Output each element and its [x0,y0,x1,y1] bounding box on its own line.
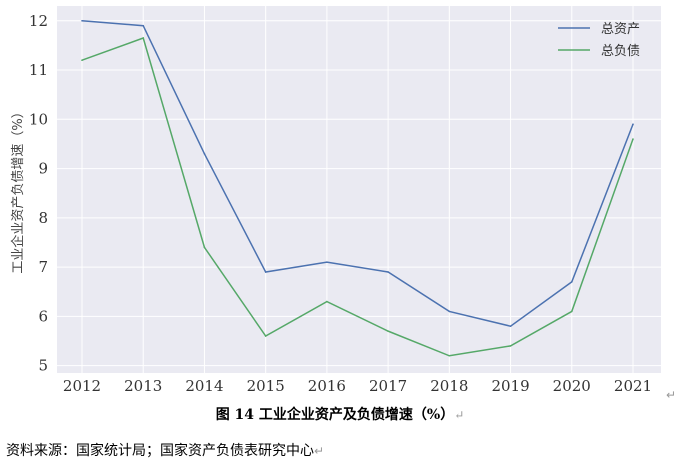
y-tick-label: 9 [38,160,48,178]
data-point [142,24,145,27]
data-point [203,246,206,249]
x-tick-label: 2021 [614,377,652,395]
x-tick-labels: 2012 2013 2014 2015 2016 2017 2018 2019 2020 2021 [63,377,652,395]
paragraph-mark: ↵ [454,408,465,422]
data-point [570,310,573,313]
data-point [448,310,451,313]
data-point [81,59,83,61]
series-lines [81,19,634,357]
y-tick-label: 6 [38,307,48,325]
data-point [142,37,145,39]
data-point [387,330,389,332]
y-tick-label: 5 [38,357,48,375]
legend-label: 总负债 [601,44,640,59]
x-tick-label: 2013 [124,377,162,395]
paragraph-mark: ↵ [666,388,677,402]
data-point [632,138,634,140]
x-tick-label: 2012 [63,377,101,395]
y-tick-labels: 5 6 7 8 9 10 11 12 [29,12,48,375]
y-tick-label: 12 [29,12,48,30]
data-point [326,300,328,303]
x-tick-label: 2020 [553,377,591,395]
series-line-1 [81,20,634,328]
source-note: 资料来源：国家统计局；国家资产负债表研究中心↵ [6,440,324,460]
plot-area [57,6,661,373]
data-point [632,123,634,126]
x-tick-label: 2018 [430,377,468,395]
y-tick-label: 11 [29,61,48,79]
y-axis-label: 工业企业资产负债增速（%） [10,105,26,273]
x-tick-label: 2019 [491,377,529,395]
grid [57,6,661,373]
data-point [570,281,573,283]
x-tick-label: 2016 [308,377,346,395]
data-point [203,152,206,155]
series-line-2 [81,37,634,357]
legend-label: 总资产 [601,22,640,37]
line-chart: 5 6 7 8 9 10 11 12 2012 2013 2014 2015 2016 2017 2018… [10,6,661,395]
y-tick-label: 10 [29,110,48,128]
x-tick-label: 2017 [369,377,407,395]
figure-caption: 图 14 工业企业资产及负债增速（%）↵ [0,404,680,424]
data-point [264,271,267,273]
data-point [264,335,267,337]
data-point [509,345,512,347]
figure-caption-text: 图 14 工业企业资产及负债增速（%） [215,407,455,423]
x-tick-label: 2015 [247,377,285,395]
data-point [81,19,83,22]
source-text: 资料来源：国家统计局；国家资产负债表研究中心 [6,443,314,459]
data-point [326,261,328,263]
data-point [448,354,451,357]
data-point [387,271,389,273]
y-tick-label: 8 [38,209,48,227]
x-tick-label: 2014 [185,377,223,395]
y-tick-label: 7 [38,258,48,276]
paragraph-mark: ↵ [314,444,325,458]
data-point [509,325,512,328]
